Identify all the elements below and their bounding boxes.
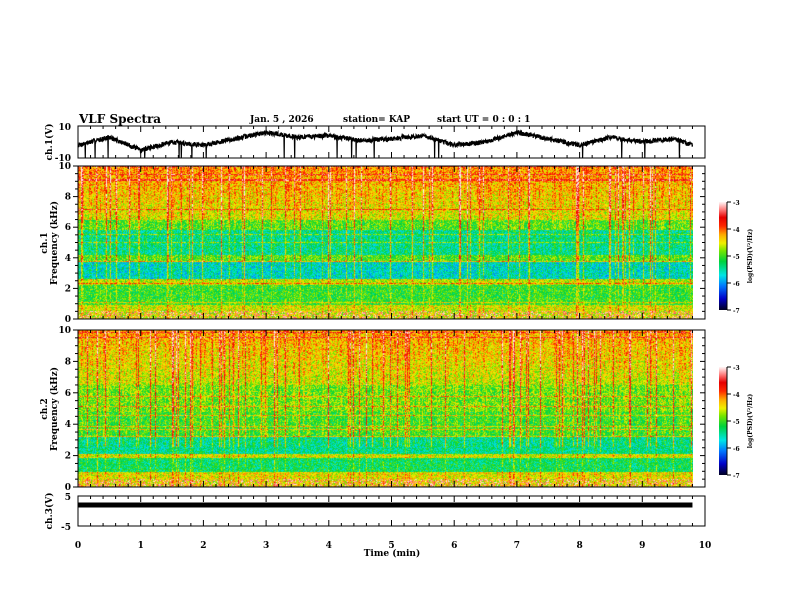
colorbar-tick-label: -7: [733, 473, 740, 480]
ch2-colorbar-label: log(PSD)(V²/Hz): [747, 394, 754, 449]
ch3-waveform-band: [78, 502, 693, 508]
ch2-ytick-label: 8: [65, 357, 71, 367]
colorbar-tick-label: -4: [733, 227, 740, 234]
x-tick-label: 9: [639, 541, 645, 551]
ch1-spec-ylabel-1: ch.1: [40, 232, 50, 253]
colorbar-tick-label: -7: [733, 308, 740, 315]
x-tick-label: 2: [200, 541, 206, 551]
x-tick-label: 6: [451, 541, 457, 551]
ch1-waveform-line: [77, 129, 694, 159]
x-tick-label: 10: [699, 541, 712, 551]
panel-frame-s1: [77, 165, 706, 320]
ch3-ylabel: ch.3(V): [44, 493, 55, 530]
colorbar-tick-label: -6: [733, 281, 740, 288]
ch1-ytick-label: 8: [65, 193, 71, 203]
x-axis-label: Time (min): [364, 548, 421, 559]
station-label: station= KAP: [343, 115, 411, 125]
date-label: Jan. 5 , 2026: [250, 115, 314, 125]
ch1-colorbar-label: log(PSD)(V²/Hz): [747, 229, 754, 284]
panel-frame-s2: [77, 329, 706, 488]
ch1-ytick-label: 10: [58, 162, 71, 172]
colorbar-tick-label: -3: [733, 365, 740, 372]
ch2-spec-ylabel-1: ch.2: [40, 398, 50, 419]
x-tick-label: 5: [388, 541, 394, 551]
x-tick-label: 0: [75, 541, 81, 551]
x-tick-label: 1: [138, 541, 144, 551]
ch2-ytick-label: 2: [65, 452, 71, 462]
plot-title: VLF Spectra: [79, 112, 162, 126]
colorbar-tick-label: -4: [733, 392, 740, 399]
x-tick-label: 3: [263, 541, 269, 551]
ch2-ytick-label: 10: [58, 326, 71, 336]
ch1-ylabel: ch.1(V): [44, 124, 55, 161]
ch1-ytick-bottom: -10: [55, 154, 71, 164]
ch2-spectrogram-image: [78, 330, 693, 487]
ch1-ytick-label: 6: [65, 223, 71, 233]
ch2-ytick-label: 0: [65, 483, 71, 493]
ch1-colorbar: [719, 202, 727, 310]
start-ut-label: start UT = 0 : 0 : 1: [437, 115, 531, 125]
x-tick-label: 7: [514, 541, 520, 551]
colorbar-tick-label: -5: [733, 254, 740, 261]
ch1-spectrogram-image: [78, 166, 693, 319]
colorbar-tick-label: -3: [733, 200, 740, 207]
ch3-ytick-bottom: -5: [61, 523, 71, 533]
ch2-colorbar: [719, 367, 727, 475]
ch1-ytick-label: 4: [65, 254, 71, 264]
x-tick-label: 4: [326, 541, 332, 551]
ch1-ytick-top: 10: [58, 123, 71, 133]
ch3-ytick-top: 5: [65, 493, 71, 503]
ch1-ytick-label: 2: [65, 284, 71, 294]
ch2-ytick-label: 4: [65, 420, 71, 430]
ch2-spec-ylabel-2: Frequency (kHz): [49, 367, 60, 451]
colorbar-tick-label: -6: [733, 446, 740, 453]
ch1-ytick-label: 0: [65, 315, 71, 325]
ch1-spec-ylabel-2: Frequency (kHz): [49, 201, 60, 285]
ch2-ytick-label: 6: [65, 389, 71, 399]
colorbar-tick-label: -5: [733, 419, 740, 426]
x-tick-label: 8: [576, 541, 582, 551]
